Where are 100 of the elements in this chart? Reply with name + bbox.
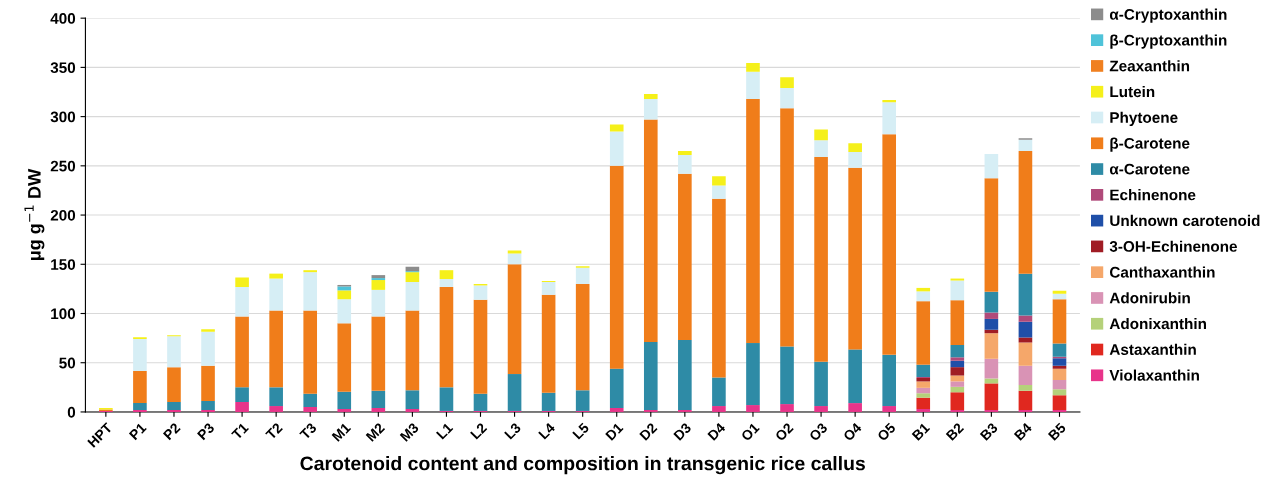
bar [643, 93, 658, 99]
y-tick-label: 250 [50, 160, 76, 172]
bar [609, 165, 624, 369]
legend-label: Lutein [1110, 85, 1155, 98]
legend-label: 3-OH-Echinenone [1109, 240, 1237, 252]
bar [439, 279, 454, 287]
legend-label: Violaxanthin [1109, 369, 1199, 381]
bar [848, 167, 862, 350]
bar [303, 310, 318, 394]
bar [1052, 299, 1067, 344]
bar [643, 119, 658, 343]
bar [712, 198, 726, 378]
legend-label: Unknown carotenoid [1110, 214, 1260, 227]
bar [1018, 151, 1033, 274]
bar [746, 98, 760, 344]
x-tick-label: M2 [365, 422, 386, 442]
legend-label: Phytoene [1110, 111, 1178, 126]
bar [371, 280, 386, 290]
bar [575, 267, 590, 284]
bar [916, 409, 931, 412]
bar [439, 286, 454, 388]
x-tick-label: O3 [808, 422, 828, 442]
bar [167, 402, 181, 410]
bar [950, 345, 965, 358]
bar [882, 354, 897, 407]
bar [916, 387, 931, 394]
bar [678, 340, 692, 410]
bar [984, 383, 999, 410]
bar [405, 409, 420, 412]
bar [780, 108, 794, 347]
bar [405, 310, 420, 391]
bar [1018, 365, 1033, 385]
bar [950, 280, 965, 301]
bar [984, 358, 999, 379]
bar [235, 277, 249, 287]
bar [848, 143, 862, 153]
bar [882, 102, 897, 135]
bar [916, 364, 931, 377]
bar [1052, 343, 1067, 357]
bar [712, 185, 726, 199]
x-tick-label: L2 [469, 422, 488, 440]
x-tick-label: P3 [196, 422, 215, 441]
bar [916, 381, 931, 388]
bar [814, 361, 828, 407]
x-tick-label: B2 [945, 422, 965, 441]
x-tick-label: O5 [876, 422, 897, 442]
bar [337, 299, 352, 324]
bar [201, 365, 215, 402]
x-tick-label: B1 [911, 422, 931, 441]
bar [473, 299, 488, 394]
y-tick-label: 50 [59, 357, 76, 369]
bar [1018, 342, 1033, 366]
bar [746, 71, 760, 99]
x-tick-label: T3 [299, 422, 318, 441]
x-tick-label: M1 [331, 422, 352, 442]
bar [371, 289, 386, 317]
x-tick-label: T1 [231, 422, 249, 441]
legend-label: Astaxanthin [1109, 343, 1196, 355]
bar [848, 349, 862, 404]
bar [337, 391, 352, 409]
bar [439, 387, 454, 411]
bar [269, 273, 283, 279]
bar [678, 155, 692, 174]
y-tick-label: 100 [51, 308, 76, 320]
y-tick-label: 350 [50, 62, 76, 74]
bar [609, 124, 624, 132]
bar [1052, 365, 1067, 369]
bar [541, 282, 556, 295]
bar [916, 397, 931, 409]
bar [269, 387, 283, 407]
bar [984, 312, 999, 319]
bar [780, 346, 794, 405]
bar [746, 405, 760, 412]
bar [507, 253, 522, 265]
bar [507, 374, 522, 411]
y-tick-label: 0 [67, 406, 76, 418]
y-tick-label: 150 [51, 259, 76, 270]
bar [235, 316, 249, 388]
bar [1018, 273, 1033, 316]
bar [337, 286, 352, 291]
bar [201, 329, 215, 332]
bar [337, 409, 352, 412]
y-tick-label: 300 [50, 111, 76, 123]
bar [371, 316, 386, 391]
x-tick-label: P2 [162, 422, 181, 441]
bar [643, 342, 658, 410]
bar [984, 378, 999, 384]
bar [439, 270, 454, 280]
y-tick-label: 200 [50, 209, 76, 221]
bar [405, 390, 420, 409]
bar [303, 407, 318, 412]
bar [303, 393, 318, 408]
x-tick-label: M3 [399, 422, 420, 442]
bar [1052, 389, 1067, 396]
bar [643, 98, 658, 120]
bar [269, 278, 283, 311]
x-tick-label: D3 [673, 422, 692, 441]
bar [235, 286, 249, 317]
bar [1052, 379, 1067, 390]
bar [167, 336, 181, 368]
